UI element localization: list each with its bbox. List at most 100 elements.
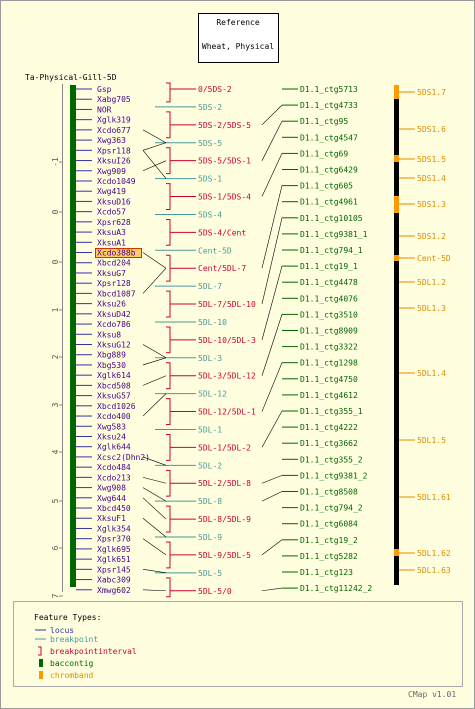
locus-xksug57[interactable]: XksuG57: [97, 392, 131, 401]
locus-xpsr370[interactable]: Xpsr370: [97, 535, 131, 544]
contig-d1-1-ctg9381-1[interactable]: D1.1_ctg9381_1: [300, 230, 368, 239]
interval-5ds-5[interactable]: 5DS-5: [198, 139, 222, 148]
interval-5dl-5-0[interactable]: 5DL-5/0: [198, 587, 232, 596]
chromband-5ds1-7[interactable]: 5DS1.7: [417, 88, 446, 97]
locus-xabc309[interactable]: Xabc309: [97, 576, 131, 585]
contig-d1-1-ctg605[interactable]: D1.1_ctg605: [300, 182, 353, 191]
locus-xksu24[interactable]: Xksu24: [97, 432, 126, 441]
locus-xksui26[interactable]: XksuI26: [97, 157, 131, 166]
locus-xcdo57[interactable]: Xcdo57: [97, 208, 126, 217]
interval-cent-5d[interactable]: Cent-5D: [198, 246, 232, 255]
chromband-5dl1-5[interactable]: 5DL1.5: [417, 436, 446, 445]
contig-d1-1-ctg123[interactable]: D1.1_ctg123: [300, 568, 353, 577]
locus-xglk354[interactable]: Xglk354: [97, 524, 131, 533]
locus-xglk614[interactable]: Xglk614: [97, 371, 131, 380]
interval-5dl-9[interactable]: 5DL-9: [198, 533, 222, 542]
interval-5dl-12-5dl-1[interactable]: 5DL-12/5DL-1: [198, 408, 256, 417]
locus-xglk644[interactable]: Xglk644: [97, 443, 131, 452]
interval-5dl-8-5dl-9[interactable]: 5DL-8/5DL-9: [198, 515, 251, 524]
contig-d1-1-ctg794-2[interactable]: D1.1_ctg794_2: [300, 504, 363, 513]
interval-5ds-4-cent[interactable]: 5DS-4/Cent: [198, 228, 246, 237]
map-title[interactable]: Ta-Physical-Gill-5D: [25, 73, 117, 82]
contig-d1-1-ctg4547[interactable]: D1.1_ctg4547: [300, 133, 358, 142]
locus-xcdo388b[interactable]: Xcdo388b: [97, 249, 136, 258]
contig-d1-1-ctg19-2[interactable]: D1.1_ctg19_2: [300, 536, 358, 545]
locus-xwg908[interactable]: Xwg908: [97, 484, 126, 493]
locus-xksug7[interactable]: XksuG7: [97, 269, 126, 278]
locus-xcdo786[interactable]: Xcdo786: [97, 320, 131, 329]
contig-d1-1-ctg5713[interactable]: D1.1_ctg5713: [300, 85, 358, 94]
interval-5dl-3[interactable]: 5DL-3: [198, 354, 222, 363]
interval-5dl-10-5dl-3[interactable]: 5DL-10/5DL-3: [198, 336, 256, 345]
contig-d1-1-ctg10105[interactable]: D1.1_ctg10105: [300, 214, 363, 223]
contig-d1-1-ctg4961[interactable]: D1.1_ctg4961: [300, 198, 358, 207]
chromband-5dl1-62[interactable]: 5DL1.62: [417, 549, 451, 558]
contig-d1-1-ctg5282[interactable]: D1.1_ctg5282: [300, 552, 358, 561]
interval-5dl-2-5dl-8[interactable]: 5DL-2/5DL-8: [198, 479, 251, 488]
locus-xbcd508[interactable]: Xbcd508: [97, 381, 131, 390]
locus-xmwg602[interactable]: Xmwg602: [97, 586, 131, 595]
locus-xglk651[interactable]: Xglk651: [97, 555, 131, 564]
locus-xwg644[interactable]: Xwg644: [97, 494, 126, 503]
chromband-bar[interactable]: [394, 85, 399, 585]
locus-xbcd450[interactable]: Xbcd450: [97, 504, 131, 513]
interval-5dl-9-5dl-5[interactable]: 5DL-9/5DL-5: [198, 551, 251, 560]
locus-xglk319[interactable]: Xglk319: [97, 116, 131, 125]
locus-xksua3[interactable]: XksuA3: [97, 228, 126, 237]
contig-d1-1-ctg355-1[interactable]: D1.1_ctg355_1: [300, 407, 363, 416]
chromband-5ds1-6[interactable]: 5DS1.6: [417, 125, 446, 134]
contig-d1-1-ctg11242-2[interactable]: D1.1_ctg11242_2: [300, 584, 372, 593]
chromosome-bar[interactable]: [70, 85, 76, 587]
locus-xcsc2-dhn2[interactable]: Xcsc2(Dhn2): [97, 453, 150, 462]
contig-d1-1-ctg8909[interactable]: D1.1_ctg8909: [300, 327, 358, 336]
interval-5dl-10[interactable]: 5DL-10: [198, 318, 227, 327]
locus-xcdo400[interactable]: Xcdo400: [97, 412, 131, 421]
locus-xbg889[interactable]: Xbg889: [97, 351, 126, 360]
contig-d1-1-ctg95[interactable]: D1.1_ctg95: [300, 117, 348, 126]
interval-5ds-2[interactable]: 5DS-2: [198, 103, 222, 112]
locus-xpsr118[interactable]: Xpsr118: [97, 146, 131, 155]
contig-d1-1-ctg4478[interactable]: D1.1_ctg4478: [300, 278, 358, 287]
chromband-5dl1-4[interactable]: 5DL1.4: [417, 369, 446, 378]
chromband-5dl1-61[interactable]: 5DL1.61: [417, 493, 451, 502]
interval-0-5ds-2[interactable]: 0/5DS-2: [198, 85, 232, 94]
contig-d1-1-ctg4733[interactable]: D1.1_ctg4733: [300, 101, 358, 110]
locus-xpsr628[interactable]: Xpsr628: [97, 218, 131, 227]
contig-d1-1-ctg3322[interactable]: D1.1_ctg3322: [300, 343, 358, 352]
locus-xcdo484[interactable]: Xcdo484: [97, 463, 131, 472]
interval-5dl-5[interactable]: 5DL-5: [198, 569, 222, 578]
locus-xcdo213[interactable]: Xcdo213: [97, 473, 131, 482]
locus-xpsr145[interactable]: Xpsr145: [97, 565, 131, 574]
contig-d1-1-ctg3662[interactable]: D1.1_ctg3662: [300, 439, 358, 448]
locus-gsp[interactable]: Gsp: [97, 85, 112, 94]
locus-xwg419[interactable]: Xwg419: [97, 187, 126, 196]
locus-nor[interactable]: NOR: [97, 105, 112, 114]
interval-5dl-7-5dl-10[interactable]: 5DL-7/5DL-10: [198, 300, 256, 309]
contig-d1-1-ctg4222[interactable]: D1.1_ctg4222: [300, 423, 358, 432]
locus-xksu8[interactable]: Xksu8: [97, 330, 121, 339]
interval-5dl-8[interactable]: 5DL-8: [198, 497, 222, 506]
locus-xksuf1[interactable]: XksuF1: [97, 514, 126, 523]
interval-cent-5dl-7[interactable]: Cent/5DL-7: [198, 264, 246, 273]
contig-d1-1-ctg69[interactable]: D1.1_ctg69: [300, 149, 348, 158]
interval-5ds-5-5ds-1[interactable]: 5DS-5/5DS-1: [198, 157, 251, 166]
locus-xksu26[interactable]: Xksu26: [97, 300, 126, 309]
locus-xcdo1049[interactable]: Xcdo1049: [97, 177, 136, 186]
locus-xksug12[interactable]: XksuG12: [97, 341, 131, 350]
chromband-5ds1-5[interactable]: 5DS1.5: [417, 155, 446, 164]
interval-5dl-12[interactable]: 5DL-12: [198, 390, 227, 399]
locus-xwg583[interactable]: Xwg583: [97, 422, 126, 431]
locus-xcdo677[interactable]: Xcdo677: [97, 126, 131, 135]
locus-xksud42[interactable]: XksuD42: [97, 310, 131, 319]
interval-5ds-1[interactable]: 5DS-1: [198, 175, 222, 184]
locus-xbg530[interactable]: Xbg530: [97, 361, 126, 370]
contig-d1-1-ctg355-2[interactable]: D1.1_ctg355_2: [300, 455, 363, 464]
interval-5dl-7[interactable]: 5DL-7: [198, 282, 222, 291]
locus-xwg909[interactable]: Xwg909: [97, 167, 126, 176]
locus-xwg363[interactable]: Xwg363: [97, 136, 126, 145]
contig-d1-1-ctg9381-2[interactable]: D1.1_ctg9381_2: [300, 471, 368, 480]
locus-xglk695[interactable]: Xglk695: [97, 545, 131, 554]
contig-d1-1-ctg6084[interactable]: D1.1_ctg6084: [300, 520, 358, 529]
locus-xksua1[interactable]: XksuA1: [97, 238, 126, 247]
contig-d1-1-ctg4750[interactable]: D1.1_ctg4750: [300, 375, 358, 384]
